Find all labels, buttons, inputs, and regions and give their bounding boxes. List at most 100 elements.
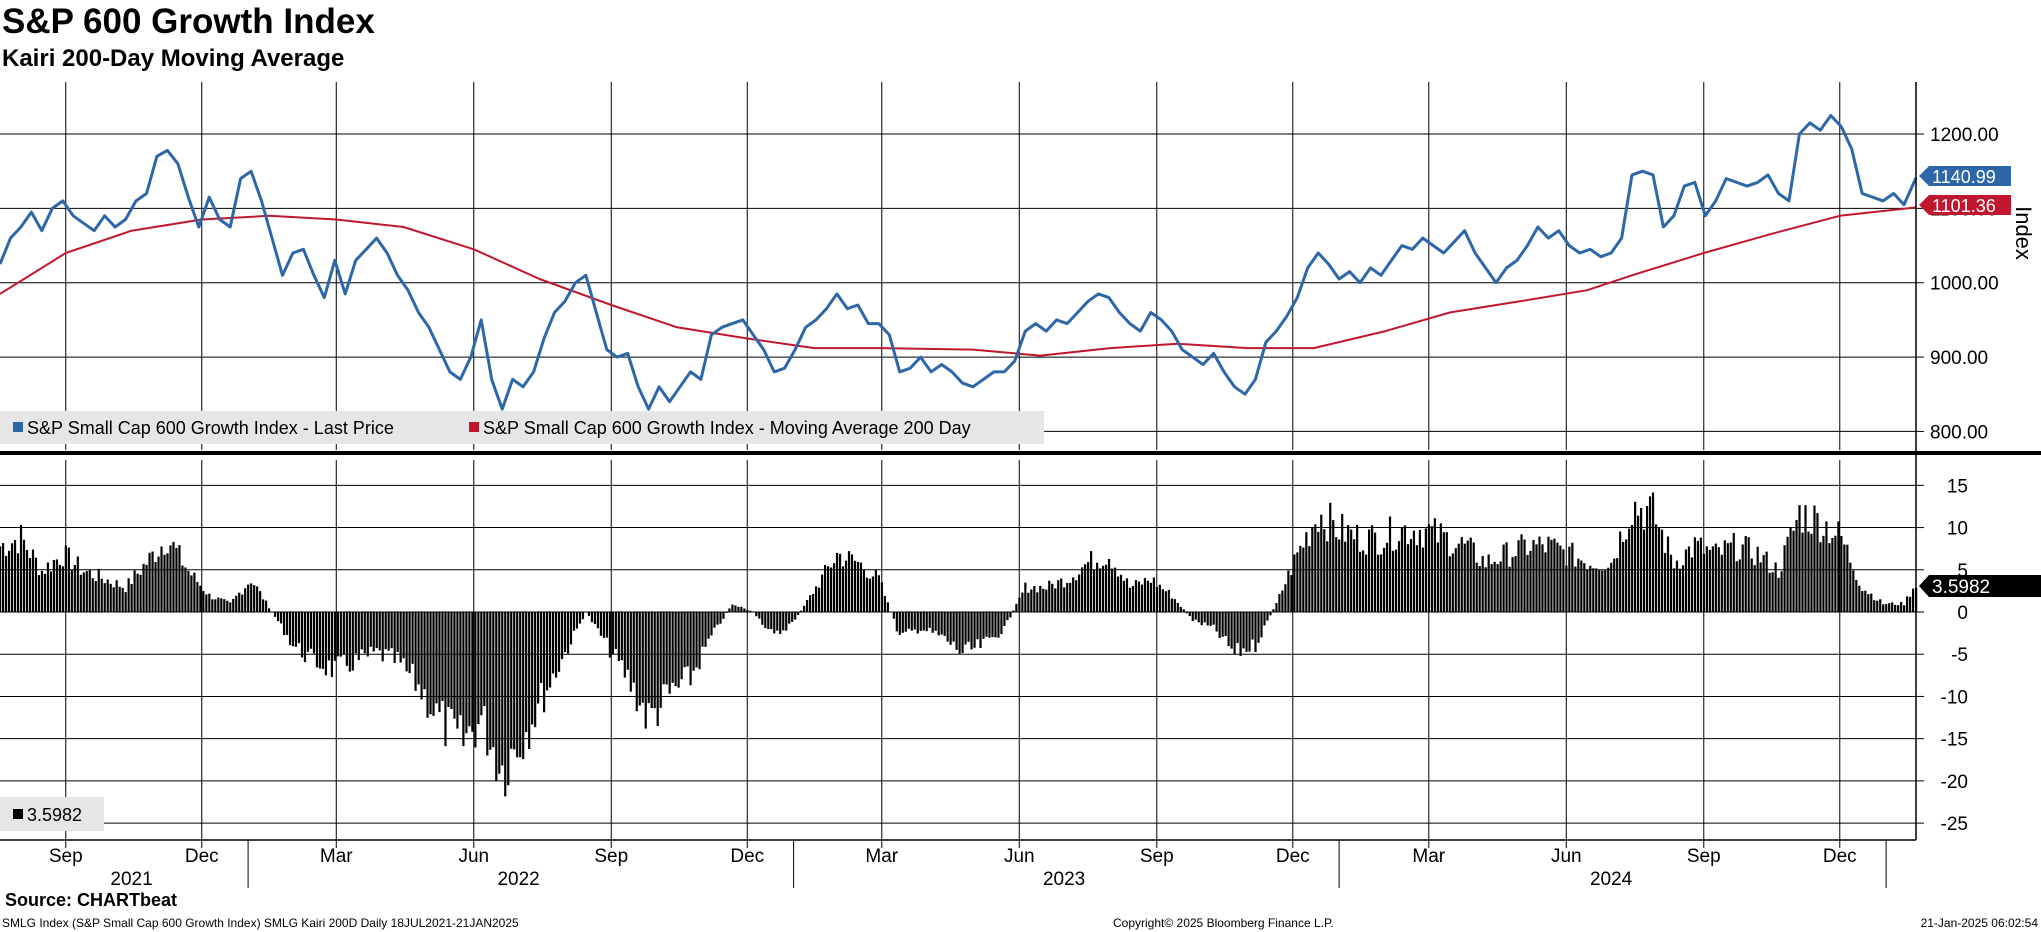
kairi-bar	[82, 572, 85, 612]
kairi-bar	[1580, 560, 1583, 612]
kairi-bar	[67, 547, 70, 612]
bottom-y-tick-label: 10	[1947, 519, 1968, 540]
kairi-bar	[163, 554, 166, 612]
kairi-bar	[764, 612, 767, 629]
kairi-bar	[1314, 524, 1317, 612]
kairi-bar	[1236, 612, 1239, 644]
kairi-bar	[184, 567, 187, 612]
kairi-bar	[1556, 542, 1559, 612]
kairi-bar	[856, 561, 860, 612]
kairi-bar	[1547, 536, 1550, 612]
kairi-bar	[1143, 578, 1147, 612]
kairi-bar	[1654, 524, 1658, 612]
kairi-bar	[835, 552, 839, 612]
kairi-bar	[543, 612, 546, 713]
kairi-bar	[232, 598, 235, 612]
kairi-bar	[749, 610, 752, 612]
kairi-bars	[0, 492, 1918, 797]
x-tick-label: Sep	[1687, 846, 1721, 867]
kairi-bar	[489, 612, 492, 750]
kairi-bar	[1834, 535, 1837, 612]
kairi-bar	[318, 612, 322, 669]
kairi-bar	[862, 569, 866, 612]
kairi-bar	[850, 554, 854, 612]
kairi-bar	[1107, 558, 1111, 612]
kairi-bar	[1678, 568, 1682, 612]
kairi-bar	[226, 600, 229, 612]
kairi-bar	[1305, 532, 1308, 612]
kairi-bar	[1568, 546, 1571, 612]
kairi-bar	[1095, 562, 1099, 612]
kairi-bar	[525, 612, 528, 733]
kairi-bar	[1173, 599, 1176, 612]
kairi-bar	[707, 612, 710, 639]
kairi-bar	[779, 612, 782, 635]
kairi-bar	[235, 595, 238, 612]
kairi-bar	[1780, 571, 1783, 612]
kairi-bar	[510, 612, 513, 749]
kairi-bar	[1119, 574, 1123, 612]
kairi-bar	[61, 566, 64, 612]
kairi-bar	[220, 598, 223, 612]
kairi-bar	[1640, 508, 1643, 612]
kairi-bar	[1744, 535, 1747, 612]
kairi-bar	[680, 612, 683, 680]
kairi-bar	[351, 612, 354, 671]
ma-last-tag: 1101.36	[1919, 195, 2011, 216]
kairi-bar	[997, 612, 1000, 638]
kairi-bar	[259, 591, 262, 612]
kairi-bar	[1855, 579, 1858, 612]
kairi-bar	[327, 612, 330, 661]
kairi-bar	[1496, 564, 1499, 612]
kairi-bar	[1018, 597, 1021, 612]
kairi-bar	[1837, 521, 1840, 612]
x-tick-label: Mar	[320, 846, 353, 867]
kairi-bar	[641, 612, 644, 703]
kairi-bar	[653, 612, 656, 709]
kairi-bar	[381, 612, 384, 662]
kairi-bar	[1777, 577, 1780, 612]
kairi-bar	[300, 612, 304, 658]
kairi-bar	[64, 545, 67, 612]
kairi-bar	[7, 550, 11, 612]
kairi-bar	[91, 578, 94, 612]
kairi-bar	[731, 604, 734, 612]
kairi-bar	[85, 571, 88, 612]
moving-average-line	[0, 206, 1917, 357]
kairi-bar	[1466, 540, 1469, 612]
kairi-bar	[587, 612, 591, 616]
kairi-bar	[456, 612, 459, 729]
kairi-bar	[58, 564, 61, 612]
kairi-bar	[554, 612, 558, 678]
kairi-bar	[1867, 594, 1870, 612]
kairi-bar	[1807, 531, 1810, 612]
kairi-bar	[1559, 545, 1562, 612]
kairi-bar	[223, 599, 226, 612]
kairi-bar	[208, 593, 211, 612]
kairi-bar	[450, 612, 453, 710]
kairi-bar	[1075, 580, 1078, 612]
kairi-bar	[635, 612, 638, 712]
kairi-bar	[420, 612, 423, 700]
kairi-bar	[1164, 591, 1167, 612]
kairi-bar	[1645, 506, 1649, 612]
bottom-y-tick-label: -15	[1941, 730, 1968, 751]
kairi-bar	[546, 612, 549, 691]
kairi-bar	[1245, 612, 1248, 652]
kairi-bar	[498, 612, 501, 774]
bottom-y-tick-label: 15	[1947, 476, 1968, 497]
kairi-bar	[1353, 539, 1356, 612]
kairi-bar	[507, 612, 510, 786]
kairi-bar	[698, 612, 701, 670]
kairi-bar	[1370, 525, 1374, 612]
kairi-bar	[1116, 576, 1120, 612]
kairi-bar	[423, 612, 426, 690]
kairi-bar	[1702, 553, 1705, 612]
kairi-bar	[1651, 492, 1655, 612]
kairi-bar	[432, 612, 435, 716]
kairi-bar	[1526, 554, 1529, 612]
kairi-bar	[1066, 582, 1069, 612]
kairi-bar	[474, 612, 477, 748]
kairi-bar	[557, 612, 561, 672]
kairi-bar	[1657, 527, 1661, 612]
